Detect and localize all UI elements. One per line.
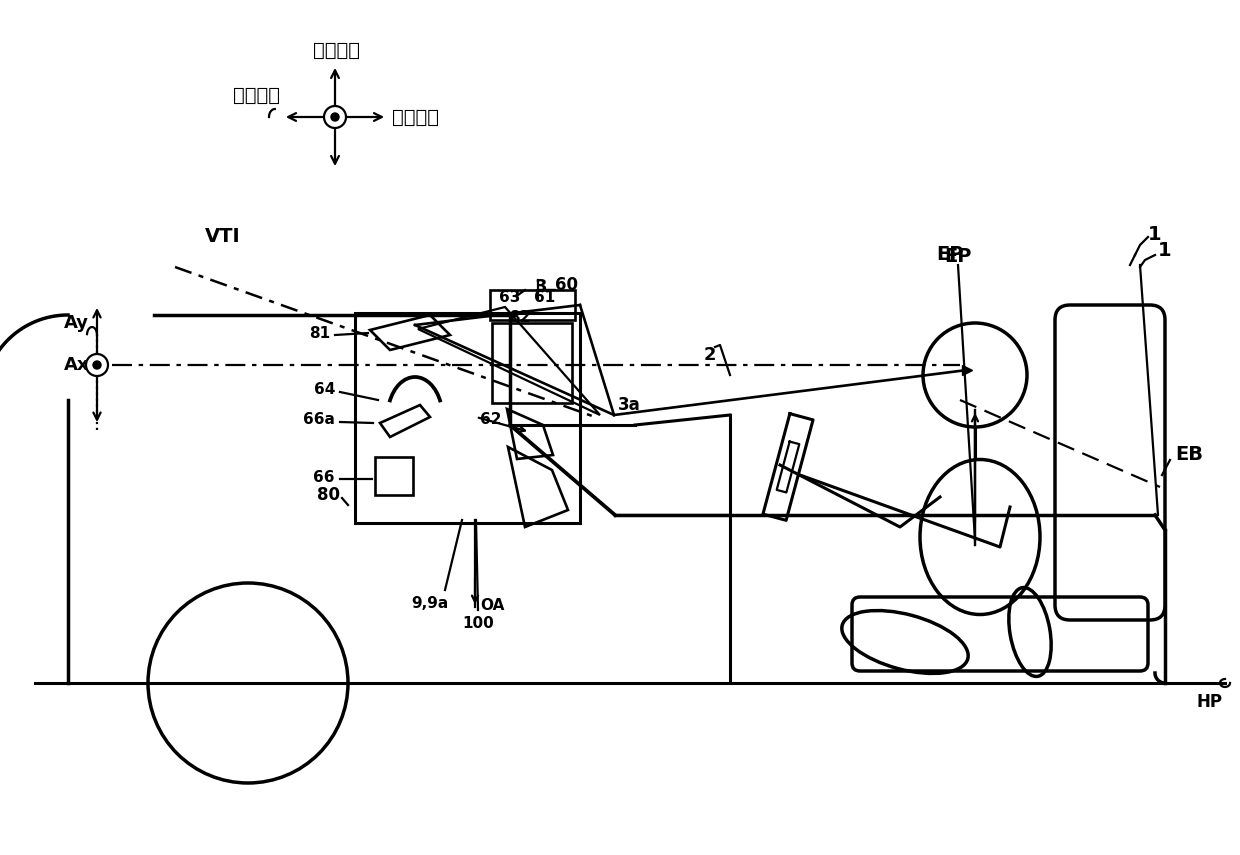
Text: 100: 100: [463, 616, 494, 630]
Text: 前后方向: 前后方向: [392, 108, 439, 127]
Text: 81: 81: [309, 326, 330, 340]
Text: 63: 63: [500, 290, 521, 304]
Text: 62: 62: [480, 412, 501, 428]
Text: 1: 1: [1158, 240, 1172, 260]
Text: HP: HP: [1197, 693, 1221, 711]
Text: 82: 82: [510, 310, 531, 325]
Text: 上下方向: 上下方向: [314, 41, 361, 60]
Text: 66a: 66a: [303, 412, 335, 428]
Text: Ax: Ax: [63, 356, 89, 374]
Text: 60: 60: [556, 276, 578, 294]
Text: 3a: 3a: [618, 396, 641, 414]
Text: EP: EP: [936, 245, 963, 264]
Text: 2: 2: [704, 346, 717, 364]
Text: EB: EB: [1176, 445, 1203, 464]
Text: 66: 66: [314, 469, 335, 485]
Bar: [355, 313, 580, 523]
Circle shape: [324, 106, 346, 128]
Text: 64: 64: [314, 382, 335, 398]
Text: 左右方向: 左右方向: [233, 86, 280, 105]
Circle shape: [86, 354, 108, 376]
Text: EP: EP: [945, 247, 972, 267]
Text: 1: 1: [1148, 226, 1162, 245]
Text: Ay: Ay: [64, 314, 89, 332]
Circle shape: [93, 361, 100, 369]
Bar: [490, 290, 575, 320]
Bar: [374, 457, 413, 495]
Circle shape: [331, 113, 339, 121]
Text: 61: 61: [534, 290, 556, 304]
Text: OA: OA: [480, 598, 505, 612]
Text: 3: 3: [534, 278, 548, 296]
Text: 9,9a: 9,9a: [412, 595, 449, 610]
Text: VTI: VTI: [205, 227, 241, 246]
Text: 80: 80: [317, 486, 340, 504]
Bar: [492, 323, 572, 403]
